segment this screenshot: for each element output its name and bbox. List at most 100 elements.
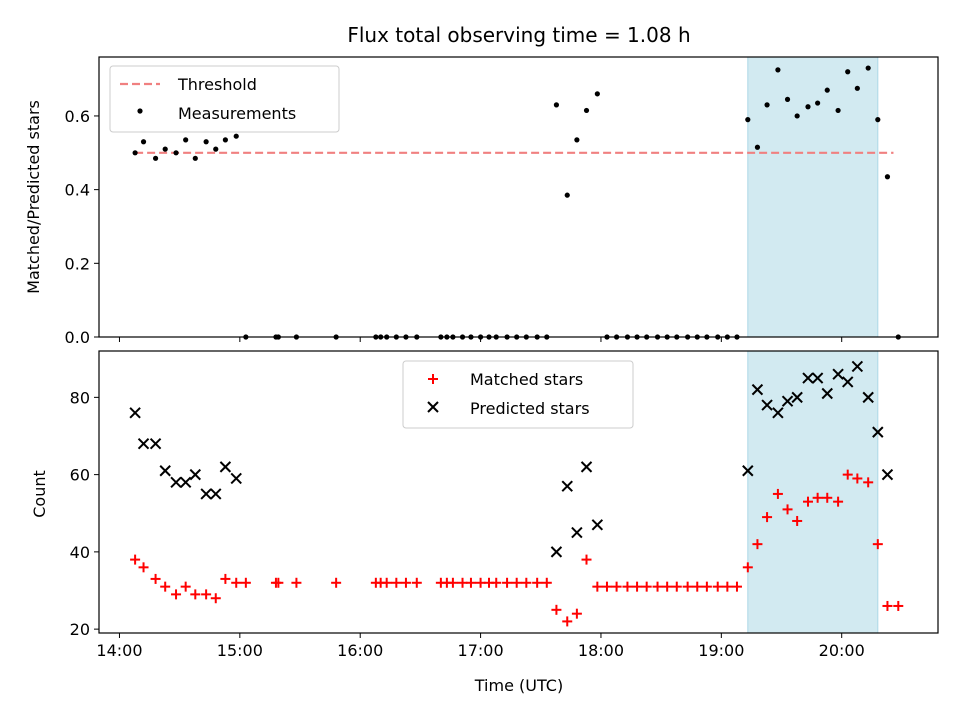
- data-point: [742, 465, 754, 477]
- x-b: [179, 476, 192, 489]
- x-tick-label: 18:00: [578, 641, 624, 660]
- bottom-y-axis-label: Count: [30, 470, 49, 518]
- data-point: [805, 104, 811, 110]
- data-point: [233, 133, 239, 139]
- data-point: [842, 469, 853, 480]
- data-point: [231, 577, 242, 588]
- data-point: [872, 539, 883, 550]
- data-point: [824, 87, 830, 93]
- data-point: [632, 581, 643, 592]
- top-y-tick-label: 0.6: [65, 107, 90, 126]
- data-point: [160, 581, 171, 592]
- x-b: [872, 426, 884, 438]
- data-point: [775, 67, 781, 73]
- data-point: [521, 577, 532, 588]
- top-legend: Threshold Measurements: [109, 65, 340, 133]
- legend-predicted-swatch: [427, 401, 439, 413]
- data-point: [752, 539, 763, 550]
- data-point: [411, 577, 422, 588]
- chart-title: Flux total observing time = 1.08 h: [347, 23, 690, 47]
- data-point: [465, 577, 476, 588]
- data-point: [671, 581, 682, 592]
- bottom-legend: Matched stars Predicted stars: [402, 360, 634, 429]
- data-point: [781, 395, 794, 407]
- x-b: [571, 526, 583, 539]
- data-point: [761, 399, 773, 411]
- top-y-tick-label: 0.2: [65, 254, 90, 273]
- data-point: [682, 581, 693, 592]
- data-point: [772, 407, 784, 419]
- x-axis-label: Time (UTC): [474, 676, 563, 695]
- x-b: [189, 468, 202, 481]
- data-point: [201, 589, 212, 600]
- data-point: [882, 600, 893, 611]
- data-point: [159, 465, 171, 477]
- data-point: [745, 117, 751, 123]
- x-tick-label: 15:00: [217, 641, 263, 660]
- data-point: [571, 608, 582, 619]
- x-b: [832, 368, 844, 380]
- bottom-series-x: [129, 360, 894, 558]
- data-point: [832, 368, 844, 380]
- data-point: [400, 577, 411, 588]
- data-point: [884, 174, 891, 180]
- data-point: [802, 496, 813, 507]
- data-point: [851, 360, 864, 373]
- data-point: [811, 372, 824, 384]
- data-point: [564, 192, 570, 198]
- x-b: [881, 468, 894, 481]
- legend-measurements-swatch: [137, 108, 143, 114]
- data-point: [872, 426, 884, 438]
- data-point: [754, 144, 761, 150]
- data-point: [511, 577, 522, 588]
- x-b: [561, 480, 573, 492]
- x-b: [761, 399, 773, 411]
- data-point: [784, 96, 791, 102]
- data-point: [835, 107, 841, 114]
- x-b: [821, 387, 833, 400]
- data-point: [821, 387, 833, 400]
- x-b: [137, 438, 150, 450]
- data-point: [822, 492, 833, 503]
- top-y-tick-label: 0.0: [65, 328, 90, 347]
- bottom-y-tick-label: 80: [70, 388, 90, 407]
- x-b: [170, 476, 182, 489]
- data-point: [782, 504, 793, 515]
- legend-matched-label: Matched stars: [470, 370, 583, 389]
- data-point: [200, 488, 212, 500]
- data-point: [222, 137, 228, 143]
- data-point: [240, 577, 251, 588]
- data-point: [183, 137, 189, 143]
- x-b: [791, 391, 803, 404]
- x-b: [772, 407, 784, 419]
- data-point: [842, 376, 854, 388]
- data-point: [475, 577, 486, 588]
- data-point: [129, 407, 141, 419]
- data-point: [592, 581, 603, 592]
- data-point: [594, 91, 600, 97]
- data-point: [210, 488, 222, 500]
- data-point: [213, 146, 219, 152]
- x-b: [580, 461, 593, 473]
- data-point: [171, 589, 182, 600]
- data-point: [591, 519, 604, 531]
- data-point: [791, 391, 803, 404]
- x-b: [851, 360, 864, 373]
- data-point: [190, 589, 201, 600]
- data-point: [150, 573, 161, 584]
- top-y-tick-label: 0.4: [65, 181, 90, 200]
- data-point: [210, 593, 221, 604]
- x-b: [742, 465, 754, 477]
- data-point: [391, 577, 402, 588]
- bottom-highlight-span: [747, 350, 879, 634]
- data-point: [845, 69, 851, 75]
- x-b: [149, 438, 162, 450]
- data-point: [731, 581, 742, 592]
- data-point: [130, 554, 141, 565]
- data-point: [140, 139, 147, 145]
- x-b: [129, 407, 141, 419]
- x-tick-label: 19:00: [698, 641, 744, 660]
- bottom-panel: 20 40 60 80 14:00 15:00 16:00 17:00 18:00 19:00 20…: [70, 350, 939, 660]
- top-highlight-span: [747, 56, 879, 338]
- bottom-y-tick-label: 20: [70, 620, 90, 639]
